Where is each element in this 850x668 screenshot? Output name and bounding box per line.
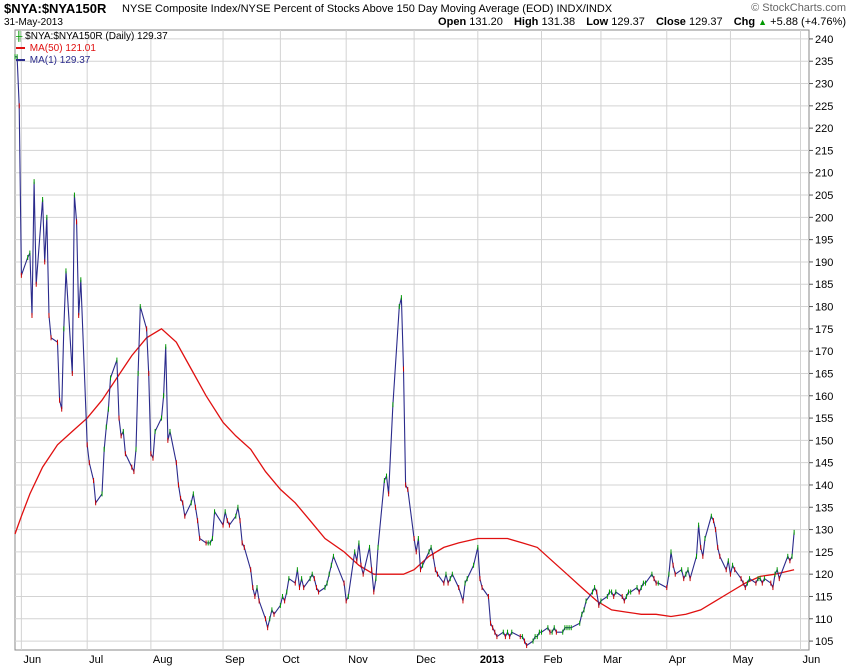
brand-logo[interactable]: © StockCharts.com: [751, 2, 846, 14]
x-tick-label: Apr: [669, 654, 686, 666]
y-tick-label: 170: [815, 346, 833, 358]
y-tick-label: 215: [815, 145, 833, 157]
chart-date: 31-May-2013: [4, 17, 63, 28]
y-tick-label: 180: [815, 302, 833, 314]
y-axis: 105 110 115 120 125 130 135 140 145 150 155 160 165 1…: [809, 34, 833, 648]
close-label: Close: [655, 16, 686, 28]
high-value: 131.38: [541, 16, 576, 28]
y-tick-label: 165: [815, 368, 833, 380]
chart-header: $NYA:$NYA150R NYSE Composite Index/NYSE …: [4, 1, 846, 31]
x-tick-label: Nov: [348, 654, 368, 666]
price-bar-ticks: [14, 54, 795, 649]
y-tick-label: 150: [815, 435, 833, 447]
y-tick-label: 140: [815, 480, 833, 492]
x-tick-label: Aug: [153, 654, 173, 666]
ohlc-summary: Open 131.20 High 131.38 Low 129.37 Close…: [438, 16, 846, 28]
y-tick-label: 220: [815, 123, 833, 135]
close-value: 129.37: [689, 16, 723, 28]
low-value: 129.37: [611, 16, 645, 28]
price-bar-icon: ╫: [16, 31, 23, 41]
y-tick-label: 105: [815, 636, 833, 648]
y-tick-label: 175: [815, 324, 833, 336]
y-tick-label: 210: [815, 168, 833, 180]
legend-ma1: MA(1) 129.37: [16, 55, 168, 67]
y-tick-label: 225: [815, 101, 833, 113]
ma50-swatch-icon: [16, 47, 25, 50]
x-tick-label: Dec: [416, 654, 436, 666]
chart-description: NYSE Composite Index/NYSE Percent of Sto…: [122, 3, 613, 15]
open-value: 131.20: [469, 16, 503, 28]
y-tick-label: 110: [815, 614, 833, 626]
low-label: Low: [586, 16, 609, 28]
y-tick-label: 205: [815, 190, 833, 202]
grid-lines: [15, 30, 809, 650]
legend-ma50: MA(50) 121.01: [16, 43, 168, 55]
legend-ma50-label: MA(50) 121.01: [29, 43, 96, 54]
y-tick-label: 135: [815, 502, 833, 514]
y-tick-label: 230: [815, 79, 833, 91]
x-tick-label: Oct: [282, 654, 299, 666]
x-tick-label: Feb: [544, 654, 563, 666]
x-tick-label: Jul: [89, 654, 103, 666]
x-tick-label: Jun: [23, 654, 41, 666]
legend-price: ╫ $NYA:$NYA150R (Daily) 129.37: [16, 30, 168, 43]
y-tick-label: 120: [815, 569, 833, 581]
ma50-series: [14, 327, 795, 618]
chart-symbol: $NYA:$NYA150R: [4, 1, 107, 16]
y-tick-label: 130: [815, 525, 833, 537]
y-tick-label: 240: [815, 34, 833, 46]
high-label: High: [513, 16, 539, 28]
y-tick-label: 200: [815, 212, 833, 224]
y-tick-label: 185: [815, 279, 833, 291]
y-tick-label: 125: [815, 547, 833, 559]
plot-frame: [14, 29, 810, 651]
x-tick-label: Mar: [603, 654, 622, 666]
y-tick-label: 235: [815, 56, 833, 68]
x-tick-label: Jun: [803, 654, 821, 666]
x-tick-label: May: [732, 654, 753, 666]
legend-price-label: $NYA:$NYA150R (Daily) 129.37: [25, 31, 168, 42]
y-tick-label: 155: [815, 413, 833, 425]
y-tick-label: 160: [815, 391, 833, 403]
y-tick-label: 190: [815, 257, 833, 269]
y-tick-label: 195: [815, 235, 833, 247]
chg-label: Chg: [733, 16, 756, 28]
chg-arrow-icon: ▲: [758, 17, 768, 27]
legend-ma1-label: MA(1) 129.37: [29, 55, 91, 66]
x-axis: Jun Jul Aug Sep Oct Nov Dec 2013 Feb Mar Apr May Jun: [23, 654, 820, 666]
x-tick-label: 2013: [480, 654, 504, 666]
y-tick-label: 145: [815, 458, 833, 470]
ma50-line: [14, 327, 795, 618]
open-label: Open: [438, 16, 467, 28]
ma1-swatch-icon: [16, 59, 25, 62]
chart-legend: ╫ $NYA:$NYA150R (Daily) 129.37 MA(50) 12…: [16, 30, 168, 67]
y-tick-label: 115: [815, 591, 833, 603]
x-tick-label: Sep: [225, 654, 245, 666]
chg-value: +5.88 (+4.76%): [770, 16, 846, 28]
